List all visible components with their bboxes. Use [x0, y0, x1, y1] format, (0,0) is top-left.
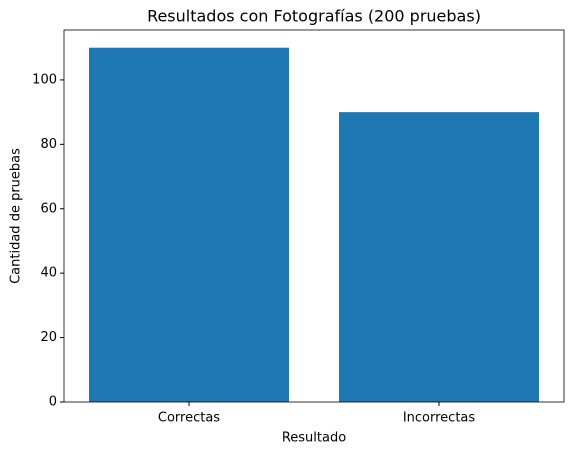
y-tick-label: 0	[49, 395, 57, 410]
plot-frame	[63, 29, 565, 403]
bar	[89, 47, 289, 402]
x-tick-label: Correctas	[158, 411, 220, 426]
y-tick-label: 40	[40, 266, 57, 281]
y-tick-label: 60	[40, 201, 57, 216]
y-tick-label: 100	[32, 72, 57, 87]
bar	[339, 112, 539, 402]
y-tick-label: 20	[40, 330, 57, 345]
y-axis-label: Cantidad de pruebas	[9, 148, 24, 284]
y-tick-label: 80	[40, 137, 57, 152]
x-tick-label: Incorrectas	[403, 411, 476, 426]
chart-title: Resultados con Fotografías (200 pruebas)	[147, 7, 481, 26]
x-axis-label: Resultado	[282, 431, 346, 446]
